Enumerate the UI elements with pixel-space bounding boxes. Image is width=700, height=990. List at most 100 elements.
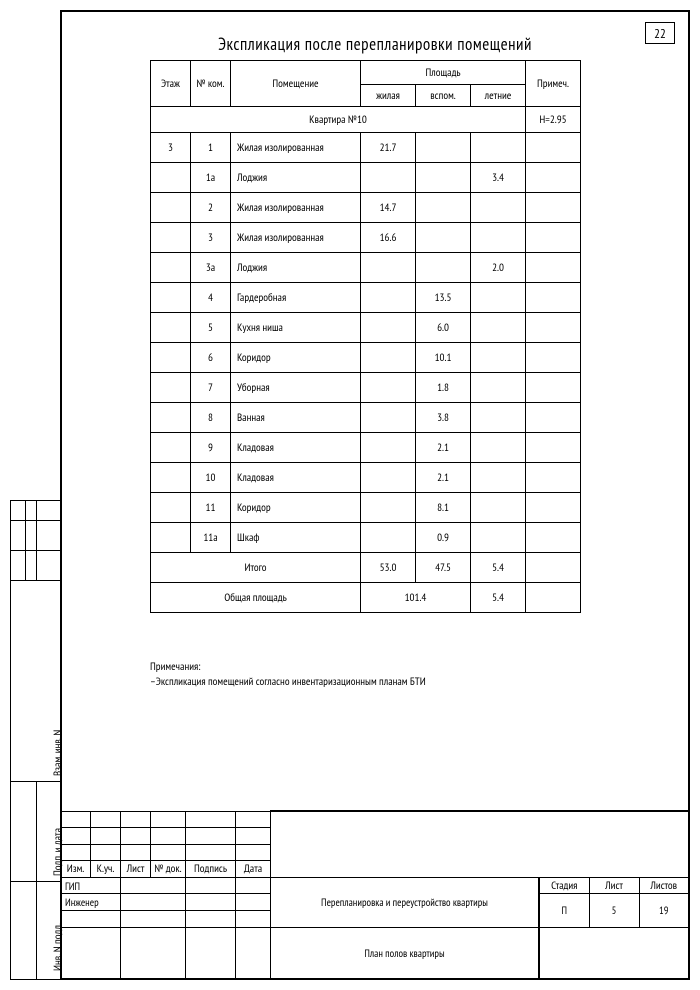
- table-row: 11Коридор 8.1: [151, 493, 581, 523]
- table-row: 9Кладовая2.1: [151, 433, 581, 463]
- stamp-ndok: № док.: [151, 861, 186, 878]
- cell-living: [361, 403, 416, 433]
- total-label: Общая площадь: [151, 583, 361, 613]
- cell-aux: 6.0: [416, 313, 471, 343]
- cell-living: [361, 523, 416, 553]
- total-note: [526, 583, 581, 613]
- th-note: Примеч.: [526, 61, 581, 107]
- cell-num: 11: [191, 493, 231, 523]
- cell-num: 10: [191, 463, 231, 493]
- cell-living: 14.7: [361, 193, 416, 223]
- cell-living: [361, 313, 416, 343]
- cell-living: 16.6: [361, 223, 416, 253]
- cell-living: [361, 433, 416, 463]
- cell-living: [361, 253, 416, 283]
- notes-heading: Примечания:: [150, 660, 426, 675]
- cell-room: Коридор: [231, 493, 361, 523]
- cell-floor: [151, 373, 191, 403]
- cell-note: [526, 343, 581, 373]
- section-label: Квартира №10: [151, 107, 526, 133]
- explication-table: Этаж № ком. Помещение Площадь Примеч. жи…: [150, 60, 581, 613]
- th-floor: Этаж: [151, 61, 191, 107]
- cell-summer: [471, 223, 526, 253]
- cell-room: Жилая изолированная: [231, 133, 361, 163]
- cell-floor: 3: [151, 133, 191, 163]
- notes-block: Примечания: –Экспликация помещений согла…: [150, 660, 426, 691]
- cell-aux: 2.1: [416, 463, 471, 493]
- cell-aux: 3.8: [416, 403, 471, 433]
- stamp-sheets-h: Листов: [639, 877, 689, 894]
- notes-line: –Экспликация помещений согласно инвентар…: [150, 675, 426, 690]
- cell-summer: [471, 193, 526, 223]
- cell-aux: 0.9: [416, 523, 471, 553]
- itogo-label: Итого: [151, 553, 361, 583]
- cell-room: Жилая изолированная: [231, 223, 361, 253]
- cell-room: Лоджия: [231, 253, 361, 283]
- th-area: Площадь: [361, 61, 526, 85]
- cell-num: 9: [191, 433, 231, 463]
- cell-summer: [471, 433, 526, 463]
- itogo-note: [526, 553, 581, 583]
- cell-summer: [471, 403, 526, 433]
- th-aux: вспом.: [416, 85, 471, 107]
- cell-room: Жилая изолированная: [231, 193, 361, 223]
- cell-note: [526, 373, 581, 403]
- cell-floor: [151, 493, 191, 523]
- cell-aux: 1.8: [416, 373, 471, 403]
- cell-living: [361, 493, 416, 523]
- cell-floor: [151, 403, 191, 433]
- table-row: 7Уборная1.8: [151, 373, 581, 403]
- cell-note: [526, 253, 581, 283]
- cell-summer: [471, 133, 526, 163]
- itogo-a3: 5.4: [471, 553, 526, 583]
- stamp-podp: Подпись: [186, 861, 236, 878]
- stamp-kuch: К.уч.: [91, 861, 121, 878]
- cell-note: [526, 463, 581, 493]
- cell-note: [526, 493, 581, 523]
- cell-summer: [471, 463, 526, 493]
- th-room: Помещение: [231, 61, 361, 107]
- table-row: 8Ванная3.8: [151, 403, 581, 433]
- stamp-gip: ГИП: [61, 877, 121, 894]
- cell-aux: 8.1: [416, 493, 471, 523]
- cell-floor: [151, 523, 191, 553]
- cell-aux: 2.1: [416, 433, 471, 463]
- cell-aux: 13.5: [416, 283, 471, 313]
- cell-note: [526, 223, 581, 253]
- cell-num: 3а: [191, 253, 231, 283]
- table-row: 6Коридор10.1: [151, 343, 581, 373]
- cell-living: 21.7: [361, 133, 416, 163]
- cell-floor: [151, 463, 191, 493]
- cell-living: [361, 463, 416, 493]
- total-combined: 101.4: [361, 583, 471, 613]
- cell-num: 3: [191, 223, 231, 253]
- table-row: 4Гардеробная13.5: [151, 283, 581, 313]
- totals-total-row: Общая площадь 101.4 5.4: [151, 583, 581, 613]
- table-row: 10Кладовая2.1: [151, 463, 581, 493]
- cell-floor: [151, 283, 191, 313]
- cell-aux: [416, 193, 471, 223]
- cell-aux: [416, 223, 471, 253]
- cell-note: [526, 403, 581, 433]
- cell-summer: 3.4: [471, 163, 526, 193]
- cell-summer: [471, 523, 526, 553]
- cell-room: Лоджия: [231, 163, 361, 193]
- cell-note: [526, 433, 581, 463]
- cell-aux: [416, 133, 471, 163]
- cell-num: 5: [191, 313, 231, 343]
- stamp-drawing: План полов квартиры: [271, 927, 540, 979]
- table-row: 31Жилая изолированная21.7: [151, 133, 581, 163]
- cell-floor: [151, 433, 191, 463]
- cell-floor: [151, 313, 191, 343]
- cell-num: 6: [191, 343, 231, 373]
- cell-num: 1а: [191, 163, 231, 193]
- cell-note: [526, 163, 581, 193]
- th-summer: летние: [471, 85, 526, 107]
- section-height: Н=2.95: [526, 107, 581, 133]
- table-row: 3аЛоджия2.0: [151, 253, 581, 283]
- stamp-stage-h: Стадия: [539, 877, 589, 894]
- totals-itogo-row: Итого 53.0 47.5 5.4: [151, 553, 581, 583]
- cell-floor: [151, 223, 191, 253]
- cell-note: [526, 283, 581, 313]
- cell-note: [526, 133, 581, 163]
